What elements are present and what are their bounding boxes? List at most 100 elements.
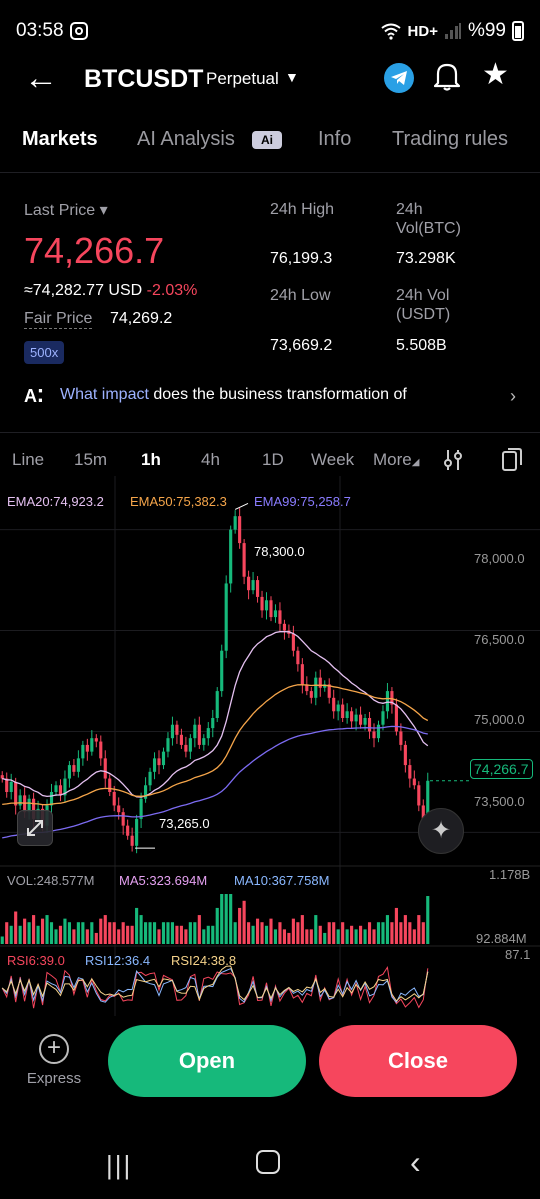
indicator-settings-icon[interactable] [443, 448, 463, 477]
bell-icon[interactable] [433, 61, 461, 96]
pair-type[interactable]: Perpetual [206, 69, 279, 88]
volume-bar [399, 922, 403, 944]
volume-bar [94, 932, 98, 944]
volume-bar [417, 915, 421, 944]
candle [206, 728, 210, 739]
volume-bar [130, 925, 134, 944]
candle [390, 691, 394, 705]
interval-bar: Line 15m 1h 4h 1D Week More◢ [0, 448, 540, 476]
volume-bar [287, 932, 291, 944]
chevron-down-icon[interactable]: ▼ [285, 69, 299, 85]
favorite-star-icon[interactable]: ★ [482, 58, 509, 91]
sparkle-icon[interactable]: ✦ [418, 808, 464, 854]
volume-bar [108, 922, 112, 944]
fair-price-label[interactable]: Fair Price [24, 310, 93, 329]
candle [94, 738, 98, 742]
volume-bar [161, 922, 166, 944]
candle [359, 714, 363, 725]
bottom-action-bar: + Express Open Close [0, 1020, 540, 1100]
candle [345, 711, 349, 718]
ai-prompt-row[interactable]: A⁚ What impact does the business transfo… [24, 384, 516, 408]
candle [112, 792, 116, 806]
candle [296, 650, 300, 665]
interval-more[interactable]: More◢ [373, 450, 420, 469]
open-button[interactable]: Open [108, 1025, 306, 1097]
candle [327, 684, 331, 698]
candle [323, 684, 327, 688]
instagram-icon [70, 22, 88, 40]
volume-bar [282, 929, 286, 944]
candle [220, 650, 224, 692]
volume-bar [300, 915, 304, 944]
tab-markets[interactable]: Markets [22, 128, 98, 150]
interval-week[interactable]: Week [311, 450, 355, 469]
volume-bar [367, 922, 372, 944]
expand-icon[interactable] [17, 810, 53, 846]
volume-bar [238, 907, 242, 944]
vol-btc-label-2: Vol(BTC) [396, 220, 461, 237]
volume-bar [354, 929, 358, 944]
rsi-line [1, 967, 429, 1004]
current-price-tag: 74,266.7 [470, 759, 533, 779]
express-button[interactable]: + Express [22, 1034, 86, 1087]
plus-circle-icon: + [39, 1034, 69, 1064]
leverage-badge: 500x [24, 341, 65, 364]
interval-15m[interactable]: 15m [74, 450, 108, 469]
volume-bar [103, 915, 107, 944]
candle [309, 691, 313, 698]
candle [157, 758, 161, 766]
volume-bar [166, 922, 170, 944]
ma5-label: MA5:323.694M [119, 873, 208, 888]
recent-apps-icon[interactable]: ||| [106, 1150, 133, 1180]
candle [27, 798, 31, 813]
volume-bar [135, 907, 139, 944]
ai-icon: A⁚ [24, 386, 44, 406]
battery-icon [512, 21, 524, 41]
vol-usdt-label-1: 24h Vol [396, 287, 450, 304]
candle [224, 583, 228, 651]
candle [314, 677, 318, 698]
candle [264, 600, 269, 611]
candle [202, 738, 206, 745]
volume-bar [184, 929, 188, 944]
volume-bar [350, 925, 354, 944]
volume-bar [291, 918, 295, 944]
network-label: HD+ [407, 22, 438, 40]
volume-bar [76, 922, 80, 944]
volume-bar [112, 922, 116, 944]
volume-bar [63, 918, 67, 944]
candle [238, 516, 242, 544]
candle [14, 781, 18, 806]
last-price-label[interactable]: Last Price ▾ [24, 202, 108, 219]
back-icon[interactable]: ‹ [410, 1144, 421, 1180]
volume-bar [144, 922, 148, 944]
candle [233, 516, 237, 530]
header: ← BTCUSDT Perpetual ▼ ★ [0, 55, 540, 101]
interval-line[interactable]: Line [12, 450, 45, 469]
home-icon[interactable] [256, 1150, 280, 1174]
candle [318, 677, 322, 688]
volume-bar [394, 907, 398, 944]
express-label: Express [26, 1070, 82, 1087]
tab-trading-rules[interactable]: Trading rules [392, 128, 508, 150]
back-arrow-icon[interactable]: ← [24, 59, 58, 97]
candle [121, 812, 125, 826]
volume-bar [72, 929, 76, 944]
close-button[interactable]: Close [319, 1025, 517, 1097]
volume-bar [202, 929, 206, 944]
tab-info[interactable]: Info [318, 128, 352, 150]
volume-bar [381, 922, 385, 944]
price-chart[interactable] [0, 476, 540, 1016]
copy-icon[interactable] [500, 446, 524, 477]
interval-1d[interactable]: 1D [262, 450, 284, 469]
high-label: 24h High [270, 201, 335, 218]
pair-title[interactable]: BTCUSDT [84, 65, 204, 93]
tab-ai-analysis[interactable]: AI Analysis [137, 128, 235, 150]
y-axis-tick: 78,000.0 [474, 551, 525, 566]
candle [215, 691, 219, 718]
interval-4h[interactable]: 4h [201, 450, 220, 469]
volume-bar [336, 929, 340, 944]
interval-1h[interactable]: 1h [141, 450, 161, 469]
candle [255, 580, 260, 597]
telegram-icon[interactable] [384, 63, 414, 93]
